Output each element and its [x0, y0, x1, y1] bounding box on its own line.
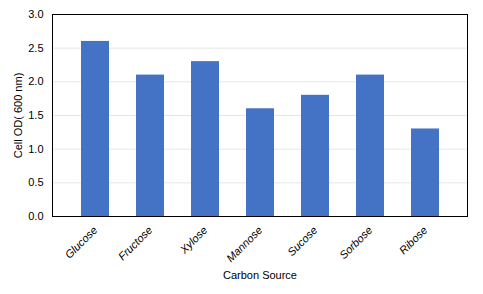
svg-text:Cell OD( 600 nm): Cell OD( 600 nm)	[12, 73, 24, 159]
svg-text:Fructose: Fructose	[116, 224, 155, 263]
svg-text:2.5: 2.5	[28, 42, 43, 54]
svg-text:1.5: 1.5	[28, 109, 43, 121]
svg-text:Mannose: Mannose	[224, 224, 264, 264]
svg-text:0.0: 0.0	[28, 210, 43, 222]
svg-text:Sucose: Sucose	[285, 224, 319, 258]
svg-text:2.0: 2.0	[28, 75, 43, 87]
svg-text:1.0: 1.0	[28, 143, 43, 155]
svg-text:0.5: 0.5	[28, 176, 43, 188]
svg-text:Xylose: Xylose	[177, 224, 210, 257]
svg-text:Glucose: Glucose	[62, 224, 99, 261]
svg-text:Carbon Source: Carbon Source	[223, 269, 297, 281]
svg-text:Sorbose: Sorbose	[337, 224, 374, 261]
svg-text:3.0: 3.0	[28, 8, 43, 20]
svg-text:Ribose: Ribose	[397, 224, 430, 257]
